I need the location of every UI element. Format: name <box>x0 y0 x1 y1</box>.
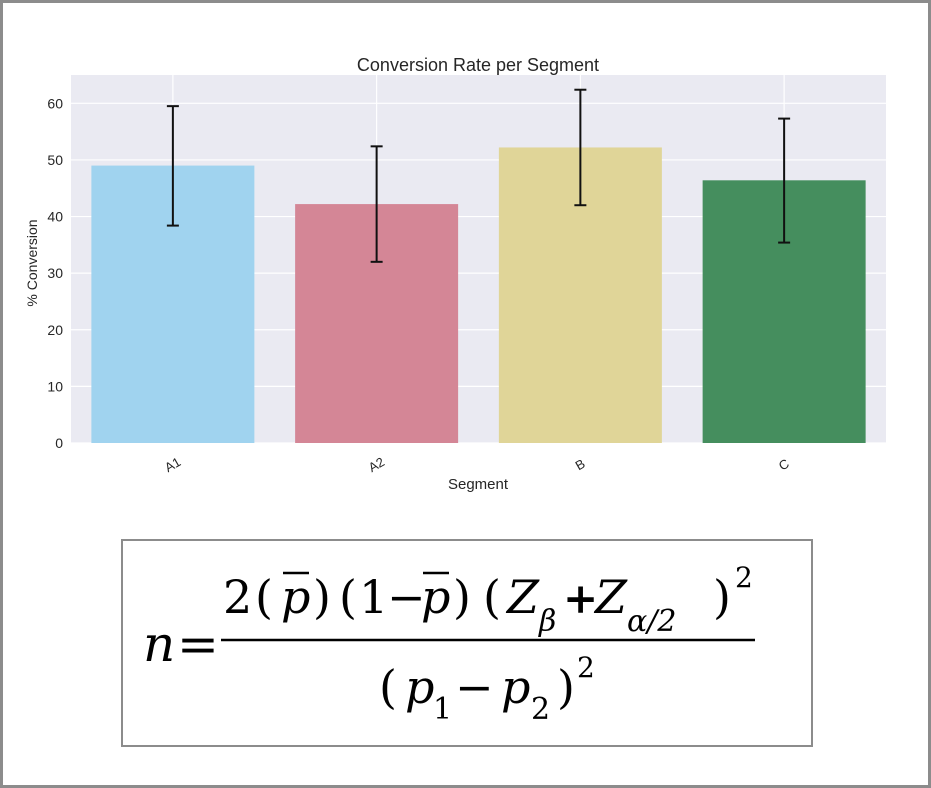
x-tick-label: A2 <box>366 454 387 475</box>
y-tick-label: 30 <box>47 265 63 281</box>
num-rparen-2: ) <box>453 570 471 624</box>
y-tick-label: 50 <box>47 152 63 168</box>
x-axis-label: Segment <box>448 476 509 493</box>
num-one: 1 <box>359 570 388 624</box>
formula-equals: = <box>177 615 219 673</box>
chart-title: Conversion Rate per Segment <box>357 55 599 75</box>
num-pbar-2: p <box>421 570 450 624</box>
num-two: 2 <box>223 570 252 624</box>
x-tick-label: A1 <box>162 454 183 475</box>
y-tick-labels: 0 10 20 30 40 50 60 <box>47 95 63 451</box>
y-tick-label: 0 <box>55 435 63 451</box>
den-minus: − <box>455 660 494 714</box>
x-tick-labels: A1 A2 B C <box>162 454 792 475</box>
num-minus: − <box>387 570 426 624</box>
bar-chart: Conversion Rate per Segment 0 10 20 30 40 50 6… <box>24 55 886 493</box>
num-square: 2 <box>735 561 753 594</box>
num-z-alpha: Z <box>593 570 628 624</box>
y-tick-label: 40 <box>47 209 63 225</box>
den-rparen: ) <box>557 660 575 714</box>
formula-drawing: n = 2 ( p ) ( 1 − p ) ( Z β + Z α/2 ) 2 … <box>143 561 755 727</box>
y-tick-label: 60 <box>47 95 63 111</box>
num-plus: + <box>563 574 598 623</box>
num-rparen-1: ) <box>313 570 331 624</box>
y-axis-label: % Conversion <box>24 219 40 306</box>
bars <box>91 147 866 444</box>
y-tick-label: 20 <box>47 322 63 338</box>
den-p1-sub: 1 <box>433 692 452 727</box>
formula-lhs-n: n <box>143 615 175 673</box>
num-z-beta: Z <box>505 570 540 624</box>
den-p2-sub: 2 <box>531 692 550 727</box>
num-lparen-2: ( <box>339 570 357 624</box>
den-lparen: ( <box>379 660 397 714</box>
x-tick-label: C <box>776 456 792 474</box>
y-tick-label: 10 <box>47 378 63 394</box>
sample-size-formula: n = 2 ( p ) ( 1 − p ) ( Z β + Z α/2 ) 2 … <box>121 539 813 747</box>
num-beta-sub: β <box>538 604 556 639</box>
num-pbar-1: p <box>281 570 310 624</box>
den-p2: p <box>501 660 530 714</box>
x-tick-label: B <box>573 456 588 473</box>
num-lparen-3: ( <box>483 570 501 624</box>
num-rparen-3: ) <box>713 570 731 624</box>
den-square: 2 <box>577 651 595 684</box>
num-alpha-sub: α/2 <box>627 604 676 639</box>
den-p1: p <box>405 660 434 714</box>
error-bars <box>166 88 791 263</box>
num-lparen-1: ( <box>255 570 273 624</box>
